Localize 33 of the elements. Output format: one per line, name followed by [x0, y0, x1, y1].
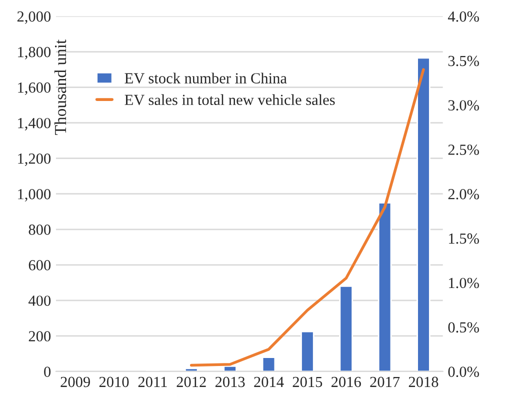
y-tick-label: 1,800 [18, 46, 51, 60]
x-tick-label: 2018 [408, 376, 438, 388]
y2-tick-label: 0.5% [448, 322, 479, 333]
y-axis-title: Thousand unit [54, 39, 66, 135]
y-tick-label: 800 [28, 224, 51, 235]
x-tick-label: 2014 [254, 376, 284, 388]
x-tick-label: 2015 [292, 376, 322, 388]
y-tick-label: 600 [28, 260, 51, 270]
y-tick-label: 2,000 [17, 11, 51, 24]
x-tick-label: 2009 [60, 376, 90, 388]
x-tick-label: 2010 [99, 376, 129, 388]
x-tick-label: 2012 [176, 376, 206, 388]
y2-tick-label: 2.5% [448, 144, 479, 155]
y-tick-label: 1,400 [18, 118, 51, 130]
y2-tick-label: 3.5% [448, 56, 479, 66]
y2-tick-label: 4.0% [448, 11, 479, 22]
x-tick-label: 2013 [215, 376, 245, 388]
x-tick-label: 2016 [332, 376, 361, 388]
y2-tick-label: 3.0% [448, 100, 479, 111]
y2-tick-label: 1.0% [449, 278, 479, 288]
x-tick-label: 2011 [138, 376, 167, 388]
legend-label: EV stock number in China [124, 72, 287, 84]
y-tick-label: 0 [44, 366, 51, 377]
y2-tick-label: 2.0% [448, 189, 479, 200]
y-tick-label: 1,200 [18, 153, 51, 166]
y-tick-label: 200 [28, 331, 51, 342]
legend-label: EV sales in total new vehicle sales [124, 94, 335, 106]
y-tick-label: 1,600 [18, 82, 51, 95]
x-tick-label: 2017 [370, 376, 400, 388]
y2-tick-label: 0.0% [448, 366, 479, 378]
y2-tick-label: 1.5% [449, 233, 479, 244]
y-tick-label: 400 [28, 296, 51, 306]
y-tick-label: 1,000 [18, 189, 51, 202]
